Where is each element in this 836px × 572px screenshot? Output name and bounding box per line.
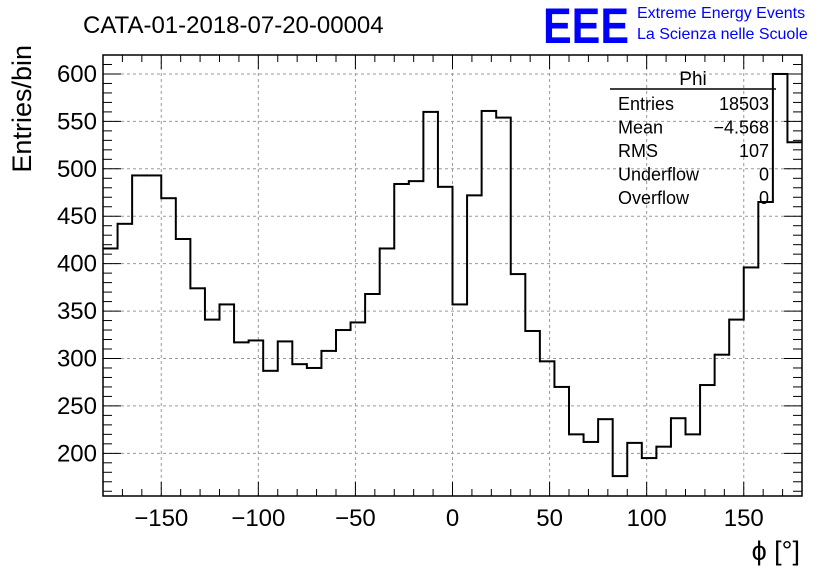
y-axis-title: Entries/bin — [7, 45, 37, 173]
stats-label: Entries — [618, 94, 674, 114]
histogram-bars — [103, 72, 802, 478]
stats-value: 107 — [739, 141, 769, 161]
stats-label: RMS — [618, 141, 658, 161]
y-tick-label: 600 — [57, 61, 97, 88]
eee-logo: EEE — [543, 0, 629, 54]
stats-label: Overflow — [618, 188, 690, 208]
stats-label: Underflow — [618, 165, 700, 185]
x-tick-label: 0 — [446, 505, 459, 532]
stats-title: Phi — [679, 69, 706, 90]
stats-value: 0 — [759, 165, 769, 185]
x-tick-label: 50 — [536, 505, 563, 532]
x-tick-label: 100 — [627, 505, 667, 532]
stats-value: 18503 — [719, 94, 769, 114]
axis-ticks — [102, 54, 803, 496]
x-tick-label: −100 — [231, 505, 285, 532]
y-tick-label: 200 — [57, 440, 97, 467]
x-tick-labels: −150 −100 −50 0 50 100 150 — [134, 505, 764, 532]
y-tick-label: 500 — [57, 156, 97, 183]
x-tick-label: −50 — [335, 505, 376, 532]
y-tick-label: 450 — [57, 203, 97, 230]
x-tick-label: −150 — [134, 505, 188, 532]
y-tick-label: 550 — [57, 108, 97, 135]
stats-value: −4.568 — [713, 118, 769, 138]
stats-rows: Entries 18503 Mean −4.568 RMS 107 Underflow 0 Ov… — [618, 94, 769, 208]
brand-line-2: La Scienza nelle Scuole — [637, 26, 808, 43]
y-tick-label: 250 — [57, 393, 97, 420]
y-tick-label: 400 — [57, 251, 97, 278]
chart-title: CATA-01-2018-07-20-00004 — [83, 12, 384, 39]
x-axis-title: ϕ [°] — [752, 536, 800, 566]
stats-label: Mean — [618, 118, 663, 138]
brand-line-1: Extreme Energy Events — [637, 5, 805, 22]
y-tick-label: 300 — [57, 345, 97, 372]
stats-box: Phi Entries 18503 Mean −4.568 RMS 107 Underflo… — [610, 69, 776, 208]
y-tick-label: 350 — [57, 298, 97, 325]
x-tick-label: 150 — [724, 505, 764, 532]
y-tick-labels: 200 250 300 350 400 450 500 550 600 — [57, 61, 97, 467]
stats-value: 0 — [759, 188, 769, 208]
